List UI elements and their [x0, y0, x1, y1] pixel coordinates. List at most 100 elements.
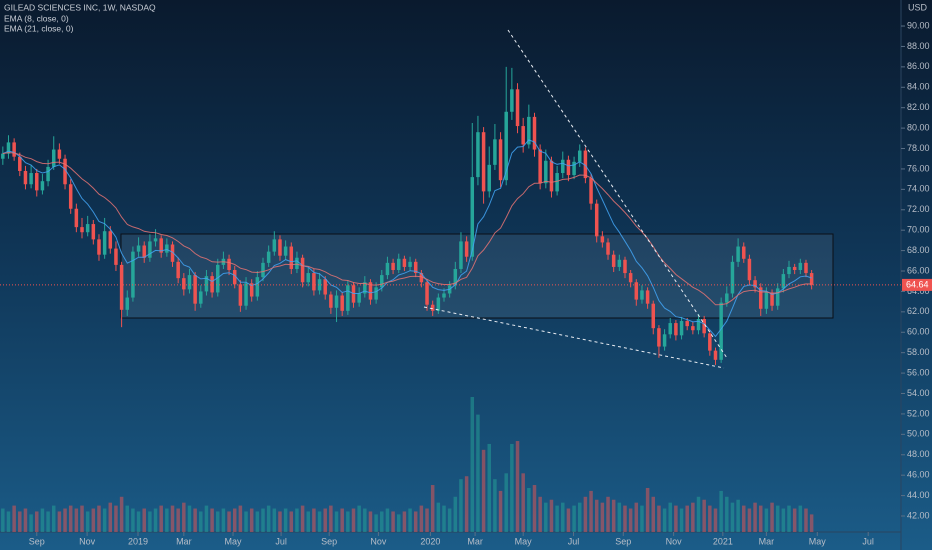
volume-bar [561, 502, 565, 532]
candle-body [425, 282, 429, 305]
candle-body [165, 244, 169, 253]
volume-bar [476, 414, 480, 532]
volume-bar [425, 508, 429, 532]
volume-bar [708, 505, 712, 532]
candle-body [691, 326, 695, 331]
candle-body [176, 261, 180, 279]
candle-body [430, 304, 435, 311]
candle-body [97, 239, 101, 255]
volume-bar [758, 505, 763, 532]
candle-body [261, 262, 265, 278]
candle-body [730, 261, 735, 294]
volume-bar [199, 511, 203, 532]
candle-body [295, 257, 299, 269]
volume-bar [691, 502, 695, 532]
volume-bar [340, 508, 344, 532]
candle-body [108, 231, 113, 249]
volume-bar [46, 511, 50, 532]
volume-bar [577, 502, 582, 532]
y-tick-label: 46.00 [907, 470, 930, 480]
y-tick-label: 78.00 [907, 143, 930, 153]
candle-body [481, 132, 486, 192]
candle-body [278, 239, 282, 256]
candle-body [510, 89, 514, 112]
volume-bar [685, 505, 689, 532]
candle-body [148, 241, 152, 258]
candle-body [385, 262, 390, 276]
volume-bar [249, 508, 254, 532]
volume-bar [617, 502, 622, 532]
volume-bar [204, 505, 209, 532]
candle-body [114, 248, 118, 265]
candle-body [18, 156, 22, 171]
volume-bar [515, 441, 520, 532]
volume-bar [600, 502, 605, 532]
volume-bar [40, 508, 45, 532]
candle-body [515, 89, 520, 127]
volume-bar [312, 508, 316, 532]
x-tick-label: Mar [176, 536, 192, 546]
volume-bar [35, 511, 39, 532]
volume-bar [787, 505, 791, 532]
volume-bar [391, 511, 395, 532]
candle-body [238, 284, 243, 306]
volume-bar [662, 508, 667, 532]
volume-bar [108, 502, 113, 532]
volume-bar [334, 511, 339, 532]
volume-bar [346, 511, 350, 532]
y-tick-label: 54.00 [907, 388, 930, 398]
x-tick-label: 2021 [713, 536, 733, 546]
y-tick-label: 88.00 [907, 41, 930, 51]
candle-body [442, 293, 446, 298]
candle-body [566, 159, 571, 176]
x-tick-label: May [225, 536, 243, 546]
volume-bar [102, 508, 107, 532]
volume-bar [232, 508, 237, 532]
volume-bar [380, 511, 384, 532]
candle-body [798, 262, 803, 270]
volume-bar [566, 508, 571, 532]
candle-body [255, 277, 260, 297]
candle-body [374, 287, 378, 300]
candle-body [532, 116, 537, 150]
volume-bar [742, 505, 746, 532]
candle-body [742, 246, 746, 259]
candle-body [119, 264, 124, 310]
volume-bar [527, 487, 531, 532]
candle-body [487, 164, 491, 192]
candle-body [199, 291, 203, 304]
candle-body [46, 166, 50, 182]
x-tick-label: Jul [275, 536, 287, 546]
volume-bar [363, 508, 367, 532]
candle-body [357, 293, 361, 303]
volume-layer [1, 397, 814, 532]
candle-body [527, 116, 531, 145]
candle-body [453, 268, 458, 286]
volume-bar [408, 508, 412, 532]
candle-body [549, 160, 554, 192]
y-tick-label: 70.00 [907, 225, 930, 235]
candle-body [804, 262, 808, 274]
candle-body [555, 173, 559, 192]
candle-body [29, 173, 33, 185]
range-box [120, 233, 834, 319]
x-tick-label: Nov [370, 536, 387, 546]
candle-body [136, 245, 141, 252]
candle-body [651, 303, 656, 329]
volume-bar [764, 508, 769, 532]
candle-body [227, 258, 231, 270]
candle-body [142, 245, 146, 258]
volume-bar [640, 505, 644, 532]
volume-bar [549, 499, 554, 532]
volume-bar [385, 508, 390, 532]
volume-bar [804, 508, 808, 532]
candle-body [775, 288, 780, 306]
candle-body [323, 279, 327, 295]
candle-body [589, 178, 593, 204]
x-tick-label: May [515, 536, 533, 546]
candle-body [74, 208, 79, 228]
candle-body [628, 273, 633, 283]
x-tick-label: 2020 [420, 536, 440, 546]
volume-bar [634, 502, 639, 532]
